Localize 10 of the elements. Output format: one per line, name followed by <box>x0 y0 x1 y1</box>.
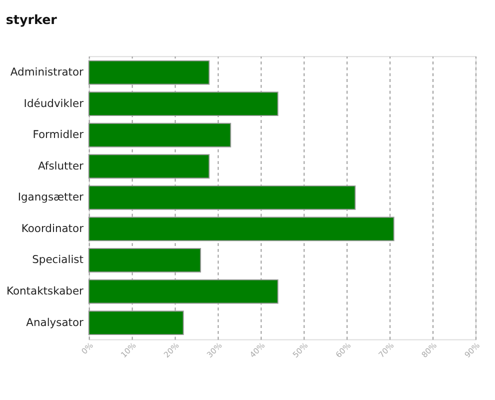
y-tick-label: Igangsætter <box>18 190 84 204</box>
y-tick-label: Idéudvikler <box>24 96 84 110</box>
y-tick-label: Analysator <box>26 316 84 329</box>
chart-title: styrker <box>6 12 58 27</box>
y-tick-label: Kontaktskaber <box>6 284 84 298</box>
y-tick-label: Afslutter <box>38 159 84 172</box>
y-tick-label: Koordinator <box>21 222 84 235</box>
y-tick-label: Formidler <box>32 128 84 142</box>
y-tick-label: Specialist <box>32 253 84 266</box>
y-tick-label: Administrator <box>10 65 84 78</box>
